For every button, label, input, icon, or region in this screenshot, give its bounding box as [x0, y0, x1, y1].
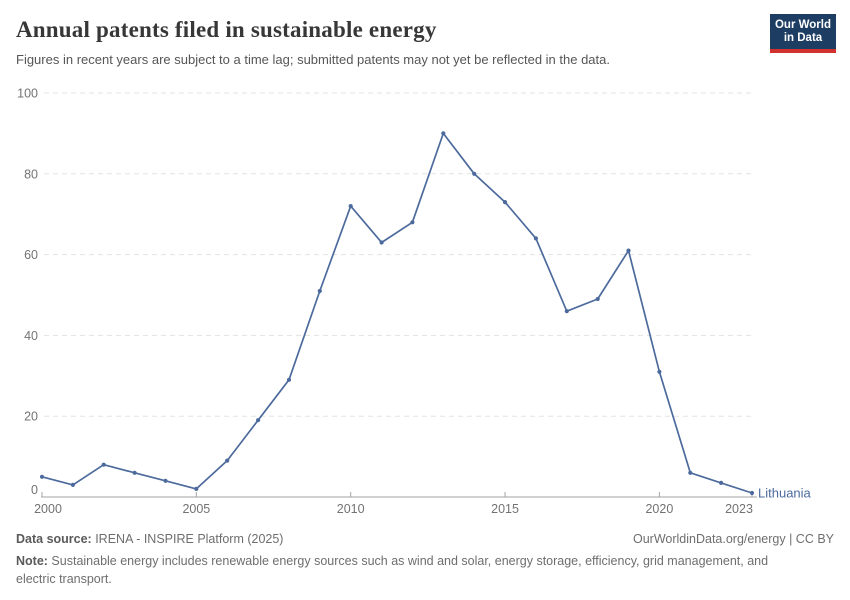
data-point[interactable] — [132, 470, 137, 475]
data-point[interactable] — [194, 486, 199, 491]
data-point[interactable] — [101, 462, 106, 467]
data-point[interactable] — [472, 171, 477, 176]
data-point[interactable] — [502, 200, 508, 205]
note-value: Sustainable energy includes renewable en… — [16, 554, 769, 586]
data-point[interactable] — [70, 482, 75, 487]
chart-footer: Data source: IRENA - INSPIRE Platform (2… — [16, 530, 834, 588]
data-point[interactable] — [657, 369, 662, 374]
data-point[interactable] — [719, 480, 724, 485]
data-point[interactable] — [225, 458, 230, 463]
x-axis-tick-label: 2000 — [34, 502, 62, 516]
data-point[interactable] — [317, 288, 322, 294]
chart-note: Note: Sustainable energy includes renewa… — [16, 552, 806, 588]
data-source-label: Data source: — [16, 532, 92, 546]
data-point[interactable] — [564, 309, 569, 314]
series-line — [41, 132, 753, 494]
owid-logo-line1: Our World — [774, 19, 831, 31]
chart-svg: 0 20 40 60 80 100 2000 2005 2010 2015 2020 2023 Lith… — [17, 87, 812, 517]
data-point[interactable] — [749, 490, 755, 496]
data-source-value: IRENA - INSPIRE Platform (2025) — [91, 532, 284, 546]
y-axis-tick-label: 60 — [24, 248, 38, 262]
data-point[interactable] — [348, 204, 353, 209]
y-axis-tick-label: 0 — [31, 483, 38, 497]
data-point[interactable] — [688, 470, 693, 475]
y-axis-tick-label: 40 — [24, 329, 38, 343]
data-point[interactable] — [595, 296, 600, 302]
data-source: Data source: IRENA - INSPIRE Platform (2… — [16, 530, 283, 548]
owid-logo[interactable]: Our World in Data — [770, 14, 836, 53]
data-point[interactable] — [39, 474, 45, 479]
owid-license-link[interactable]: OurWorldinData.org/energy | CC BY — [632, 532, 834, 546]
owid-logo-line2: in Data — [783, 32, 823, 44]
data-point[interactable] — [379, 240, 384, 245]
x-axis-tick-label: 2010 — [337, 502, 365, 516]
note-label: Note: — [16, 554, 48, 568]
data-point[interactable] — [410, 220, 415, 225]
y-axis-tick-label: 80 — [24, 167, 38, 181]
x-axis-tick-label: 2023 — [725, 502, 753, 516]
page-title: Annual patents filed in sustainable ener… — [16, 17, 437, 42]
y-axis-tick-label: 100 — [17, 87, 38, 101]
data-point[interactable] — [626, 248, 631, 253]
x-axis-tick-label: 2020 — [645, 502, 673, 516]
data-point[interactable] — [286, 377, 292, 382]
data-point[interactable] — [163, 478, 168, 483]
line-chart: 0 20 40 60 80 100 2000 2005 2010 2015 2020 2023 Lith… — [0, 80, 850, 525]
x-axis-tick-label: 2015 — [491, 502, 519, 516]
x-axis-tick-label: 2005 — [182, 502, 210, 516]
data-point[interactable] — [256, 418, 261, 423]
data-point[interactable] — [441, 131, 446, 136]
series-end-label[interactable]: Lithuania — [758, 485, 812, 500]
y-axis-tick-label: 20 — [24, 410, 38, 424]
page-subtitle: Figures in recent years are subject to a… — [16, 52, 610, 67]
data-point[interactable] — [533, 236, 539, 241]
